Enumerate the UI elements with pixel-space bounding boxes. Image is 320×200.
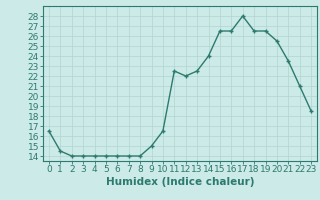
X-axis label: Humidex (Indice chaleur): Humidex (Indice chaleur)	[106, 177, 254, 187]
